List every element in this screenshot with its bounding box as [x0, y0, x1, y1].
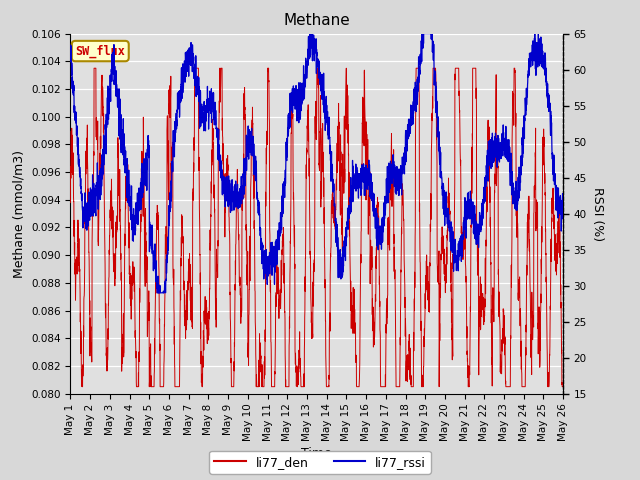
Y-axis label: Methane (mmol/m3): Methane (mmol/m3) [13, 150, 26, 277]
Legend: li77_den, li77_rssi: li77_den, li77_rssi [209, 451, 431, 474]
Y-axis label: RSSI (%): RSSI (%) [591, 187, 604, 240]
Text: SW_flux: SW_flux [76, 44, 125, 58]
X-axis label: Time: Time [301, 447, 332, 460]
Title: Methane: Methane [284, 13, 350, 28]
